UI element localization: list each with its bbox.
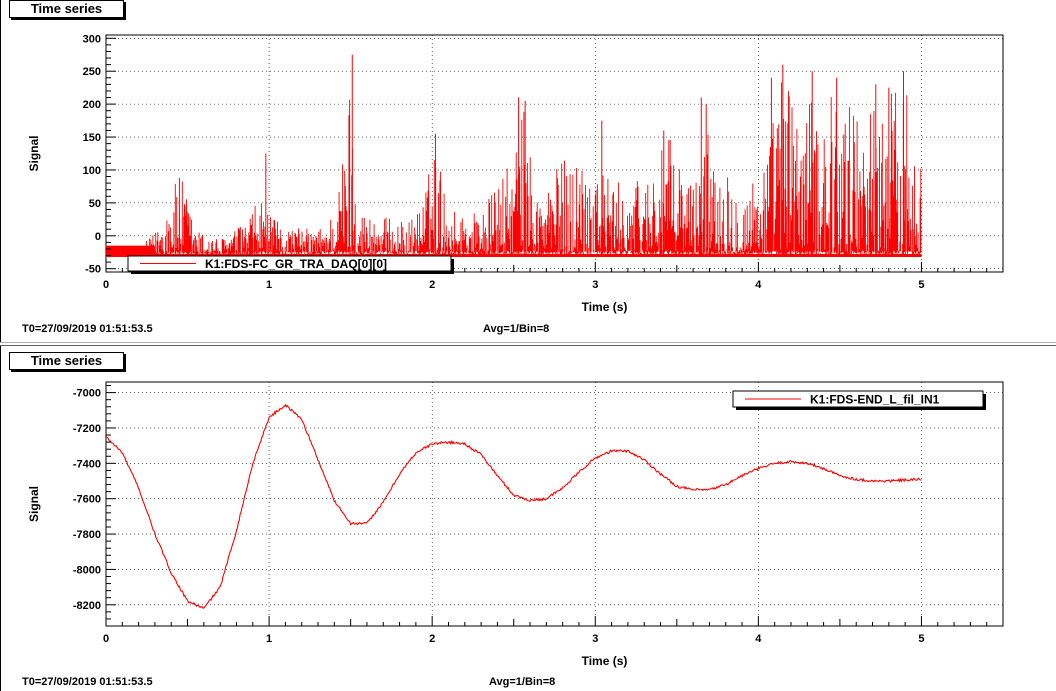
- legend-box: [127, 255, 452, 272]
- panel-left-edge: [0, 0, 1, 342]
- y-tick-label: 100: [83, 165, 101, 177]
- x-axis-label: Time (s): [582, 300, 628, 314]
- legend[interactable]: K1:FDS-END_L_fil_IN1: [732, 390, 986, 410]
- series-trace: [105, 403, 922, 609]
- panel-tab-label[interactable]: Time series: [9, 0, 124, 18]
- x-axis-label: Time (s): [582, 654, 628, 668]
- legend-entry: K1:FDS-FC_GR_TRA_DAQ[0][0]: [205, 257, 387, 271]
- panel-tab-label[interactable]: Time series: [9, 352, 124, 370]
- y-axis-label: Signal: [27, 486, 41, 522]
- y-tick-label: -7000: [73, 388, 101, 400]
- y-tick-label: -7600: [73, 494, 101, 506]
- y-tick-label: 150: [83, 132, 101, 144]
- x-tick-label: 5: [918, 279, 924, 291]
- time-series-panel-1: 0 1 2 3 4 5 -50 0 50 100 150 200 250 300 Time (s) Signa…: [0, 0, 1056, 342]
- footer-t0: T0=27/09/2019 01:51:53.5: [22, 676, 153, 688]
- y-tick-label: -7200: [73, 423, 101, 435]
- x-tick-label: 1: [266, 633, 272, 645]
- y-tick-label: -7400: [73, 458, 101, 470]
- footer-t0: T0=27/09/2019 01:51:53.5: [22, 323, 153, 335]
- y-tick-label: 300: [83, 33, 101, 45]
- y-tick-label: 50: [89, 198, 101, 210]
- time-series-chart-2[interactable]: 0 1 2 3 4 5 -8200 -8000 -7800 -7600 -7400 -7200 -700…: [0, 346, 1056, 691]
- x-tick-label: 3: [592, 633, 598, 645]
- series-start-band: [106, 245, 155, 257]
- x-tick-label: 0: [103, 279, 109, 291]
- y-tick-label: -8200: [73, 600, 101, 612]
- y-tick-label: -7800: [73, 529, 101, 541]
- legend-entry: K1:FDS-END_L_fil_IN1: [810, 393, 940, 407]
- x-tick-label: 4: [755, 633, 762, 645]
- x-tick-label: 1: [266, 279, 272, 291]
- panel-left-edge: [0, 346, 1, 691]
- x-tick-label: 5: [918, 633, 924, 645]
- y-axis-label: Signal: [27, 135, 41, 171]
- x-tick-label: 2: [429, 633, 435, 645]
- y-tick-label: 250: [83, 66, 101, 78]
- legend[interactable]: K1:FDS-FC_GR_TRA_DAQ[0][0]: [127, 255, 454, 274]
- series-2-1[interactable]: [105, 403, 922, 609]
- time-series-panel-2: 0 1 2 3 4 5 -8200 -8000 -7800 -7600 -7400 -7200 -700…: [0, 346, 1056, 691]
- panel-divider[interactable]: [0, 342, 1056, 346]
- x-tick-label: 3: [592, 279, 598, 291]
- x-tick-label: 0: [103, 633, 109, 645]
- legend-box: [732, 390, 984, 408]
- x-tick-label: 2: [429, 279, 435, 291]
- footer-avg-bin: Avg=1/Bin=8: [483, 323, 550, 335]
- y-tick-label: 200: [83, 99, 101, 111]
- y-tick-label: -50: [85, 264, 101, 276]
- plot-frame: [105, 381, 1004, 627]
- footer-avg-bin: Avg=1/Bin=8: [489, 676, 556, 688]
- y-tick-label: -8000: [73, 564, 101, 576]
- y-tick-label: 0: [95, 231, 101, 243]
- x-tick-label: 4: [755, 279, 762, 291]
